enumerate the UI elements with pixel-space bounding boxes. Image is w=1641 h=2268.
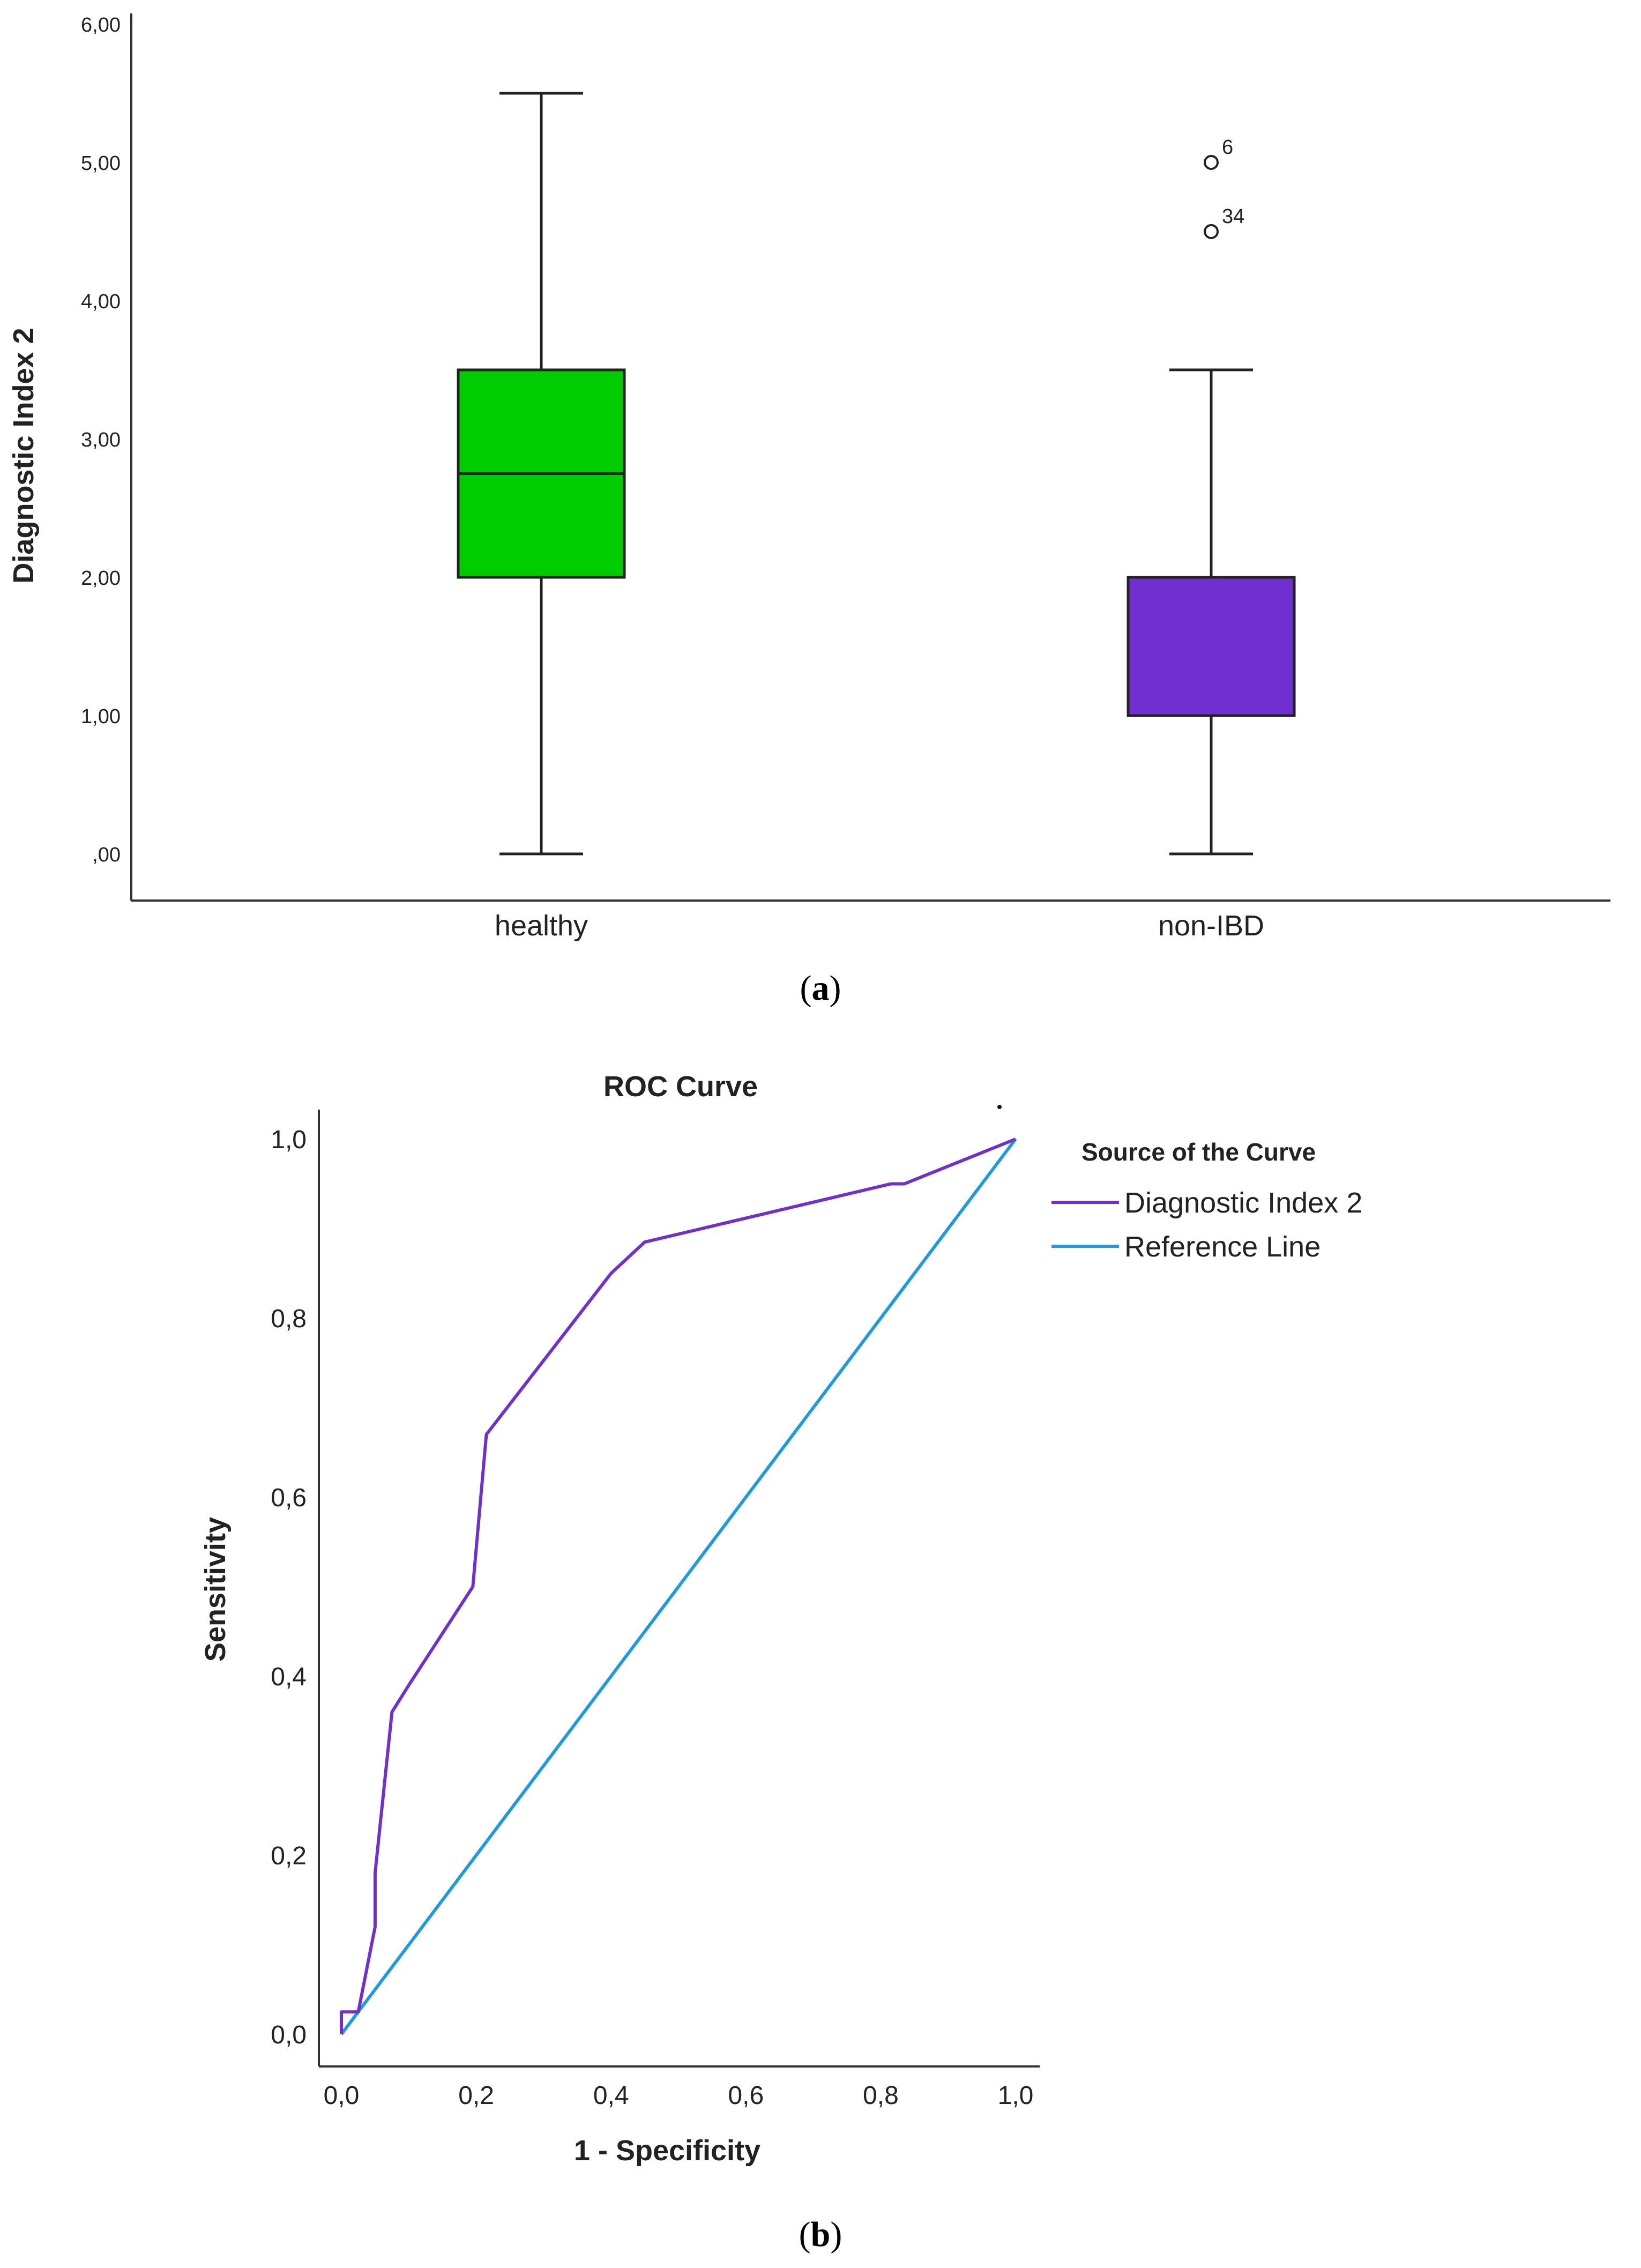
roc-y-tick-label: 0,0 <box>271 2021 307 2049</box>
roc-x-tick-label: 1,0 <box>998 2081 1034 2110</box>
roc-y-tick-label: 0,4 <box>271 1663 307 1691</box>
roc-y-tick-label: 0,2 <box>271 1842 307 1870</box>
roc-x-tick-label: 0,2 <box>458 2081 494 2110</box>
roc-chart-title: ROC Curve <box>603 1070 758 1103</box>
box-non-ibd <box>1127 576 1296 717</box>
box-plot-y-tick-label: 4,00 <box>81 291 121 313</box>
box-plot-y-tick-label: 1,00 <box>81 705 121 728</box>
box-plot-y-tick-label: 3,00 <box>81 429 121 451</box>
roc-y-tick-label: 0,8 <box>271 1305 307 1333</box>
roc-x-tick-label: 0,4 <box>593 2081 629 2110</box>
box-plot-panel: ,00 1,00 2,00 3,00 4,00 5,00 6,00 6 34 healthy n… <box>8 13 1610 1008</box>
box-plot-y-axis-title: Diagnostic Index 2 <box>8 328 40 583</box>
roc-y-tick-label: 1,0 <box>271 1126 307 1154</box>
roc-legend: Source of the Curve Diagnostic Index 2 R… <box>1051 1138 1362 1263</box>
roc-x-tick-label: 0,6 <box>728 2081 764 2110</box>
box-plot-x-tick-label-healthy: healthy <box>495 910 588 942</box>
legend-label-reference-line: Reference Line <box>1124 1231 1321 1263</box>
roc-x-axis-title: 1 - Specificity <box>574 2135 760 2167</box>
box-plot-y-tick-label: ,00 <box>92 844 121 866</box>
legend-label-diagnostic-index-2: Diagnostic Index 2 <box>1124 1187 1362 1219</box>
box-plot-x-tick-label-non-ibd: non-IBD <box>1158 910 1264 942</box>
series-line-reference-line <box>340 1138 1017 2035</box>
roc-y-tick-label: 0,6 <box>271 1484 307 1512</box>
legend-title: Source of the Curve <box>1081 1138 1316 1166</box>
roc-x-tick-label: 0,8 <box>863 2081 899 2110</box>
outlier-point-34 <box>1204 224 1219 239</box>
box-plot-y-tick-label: 2,00 <box>81 567 121 590</box>
panel-b-label: b <box>811 2215 831 2254</box>
box-plot-y-tick-label: 5,00 <box>81 152 121 175</box>
panel-a-caption: (a) <box>800 969 841 1008</box>
outlier-label-6: 6 <box>1222 136 1233 159</box>
series-line-diagnostic-index-2 <box>340 1137 1017 2034</box>
panel-b-caption: (b) <box>799 2215 842 2254</box>
outlier-point-6 <box>1204 155 1219 170</box>
panel-a-label: a <box>812 969 830 1008</box>
box-plot-y-tick-label: 6,00 <box>81 14 121 36</box>
roc-x-tick-label: 0,0 <box>324 2081 360 2110</box>
stray-dot <box>997 1105 1002 1109</box>
roc-y-axis-title: Sensitivity <box>199 1517 232 1662</box>
roc-curve-panel: ROC Curve 0,0 0,2 0,4 0,6 0,8 1,0 0,0 0,2 0,4 0,… <box>199 1070 1362 2254</box>
outlier-label-34: 34 <box>1222 205 1244 228</box>
